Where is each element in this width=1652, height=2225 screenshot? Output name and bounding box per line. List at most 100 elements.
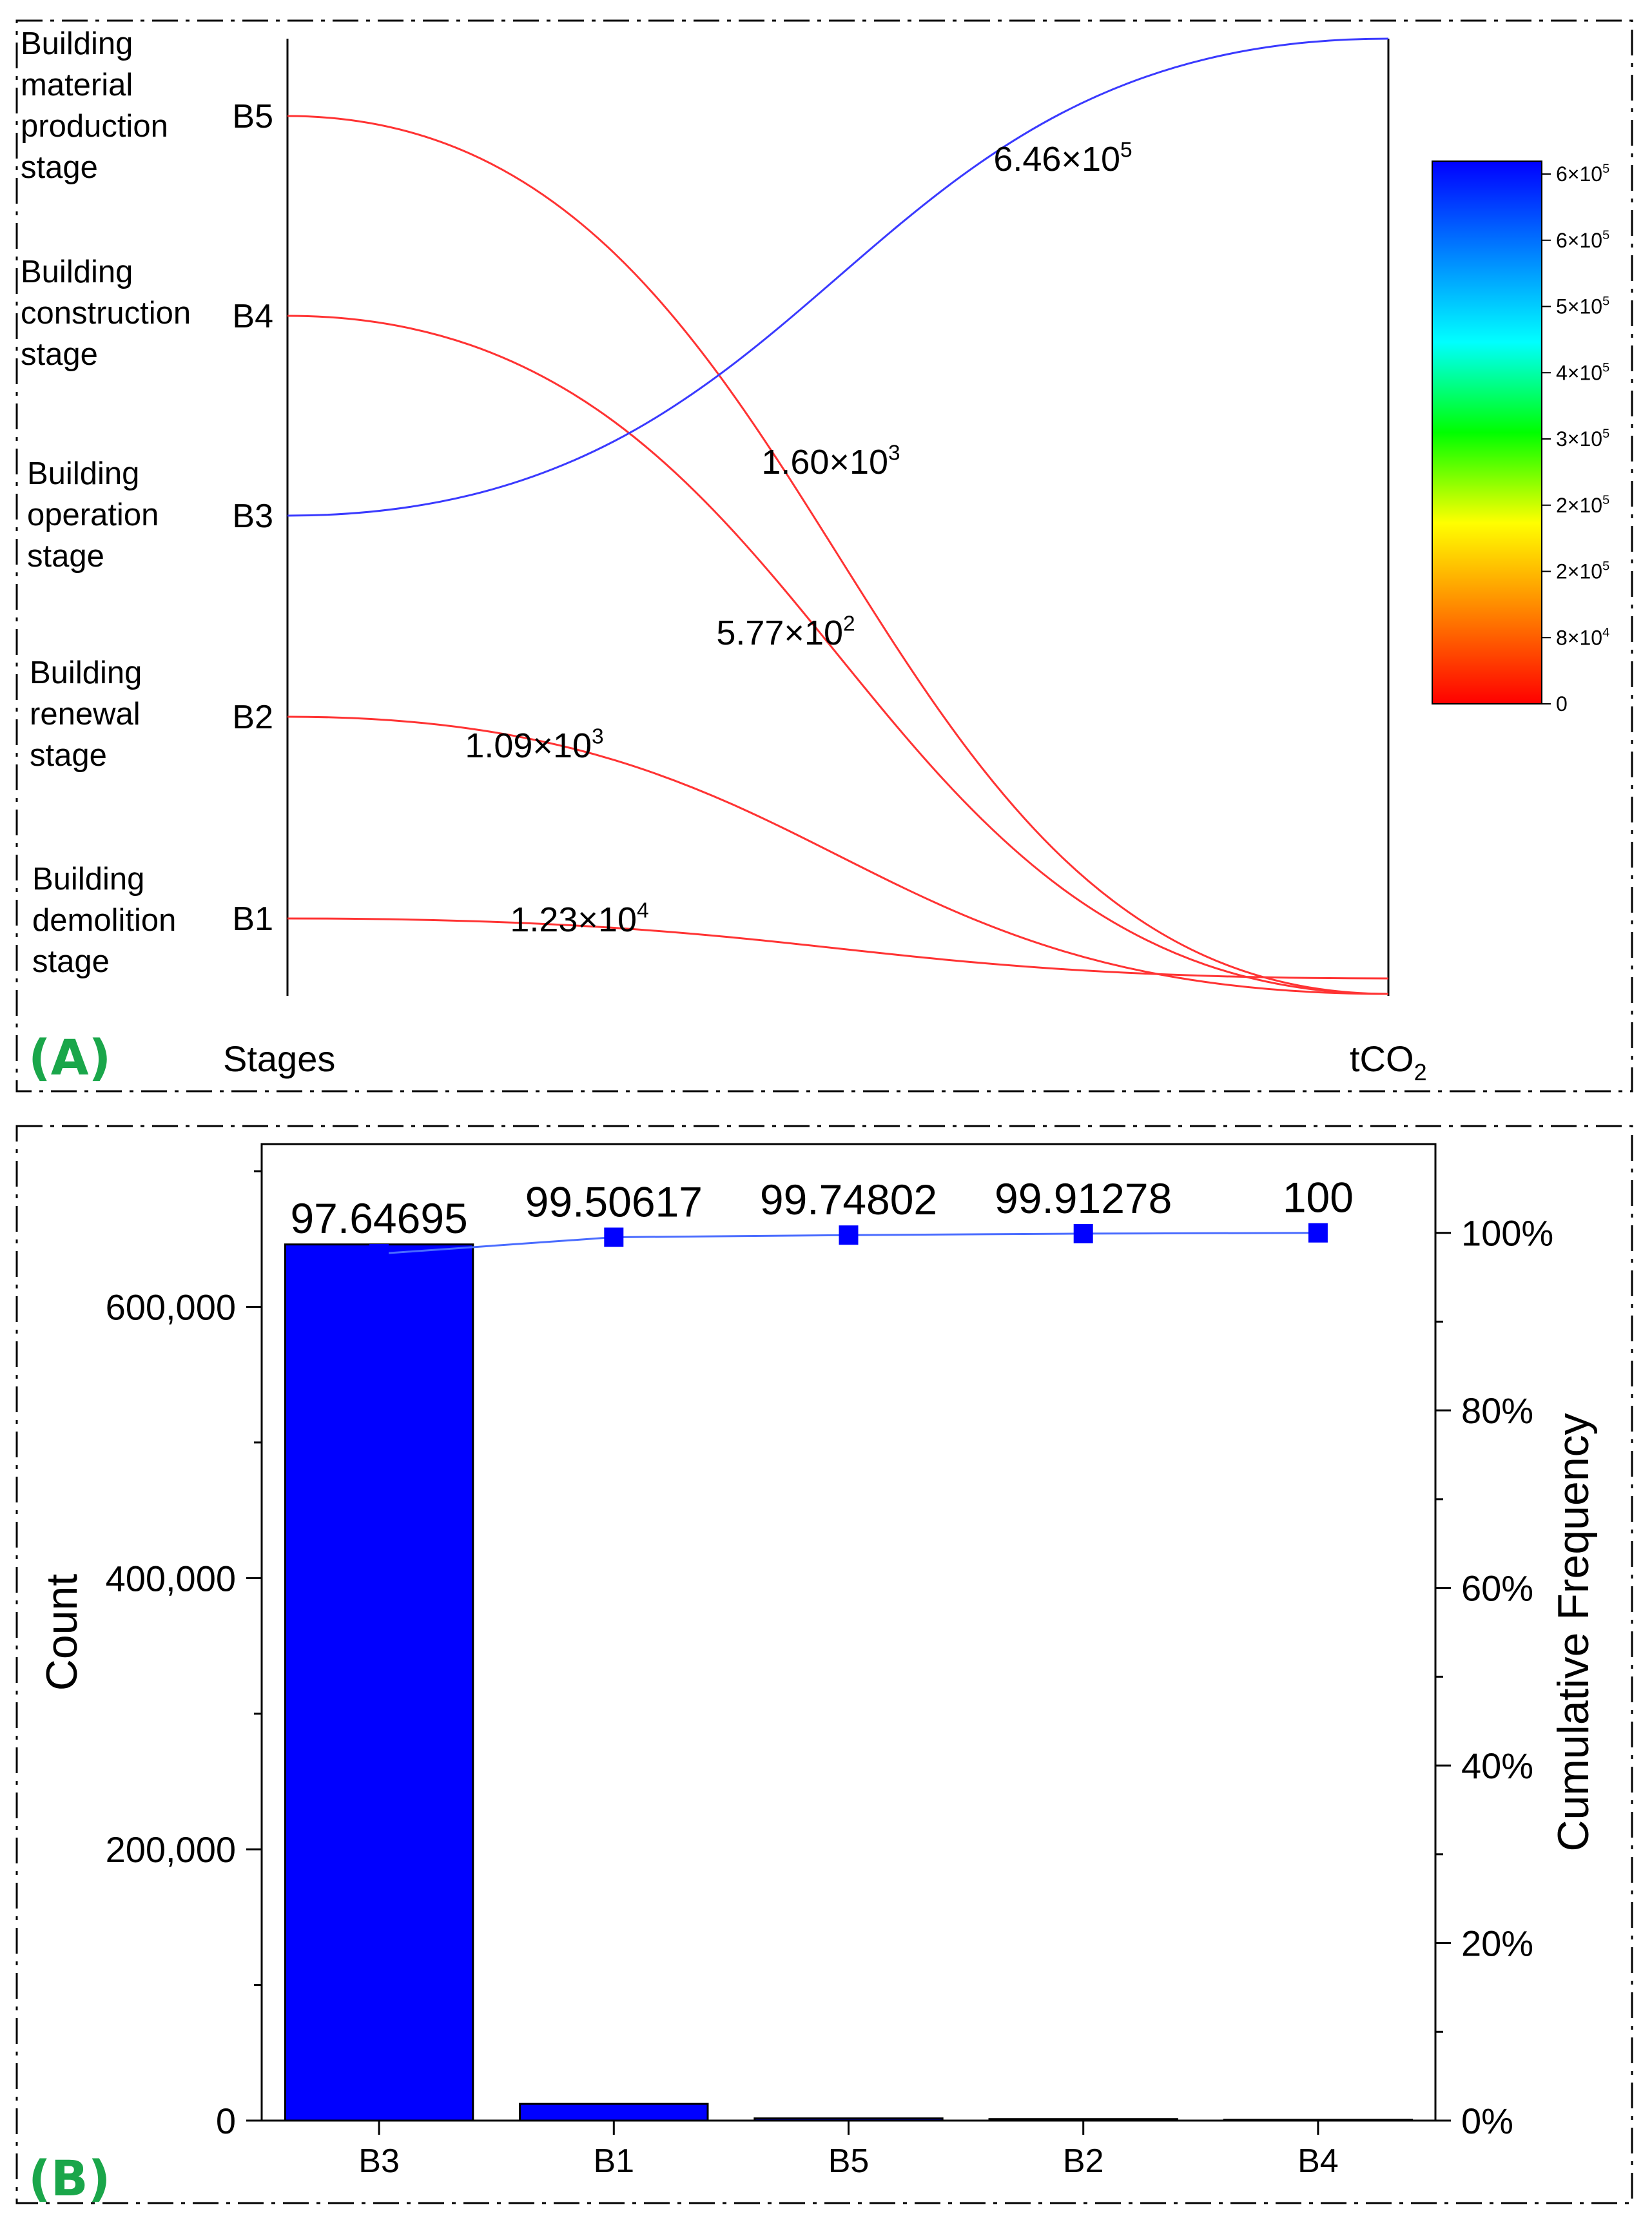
stages-axis-title: Stages: [223, 1038, 336, 1079]
colorbar-tick-label-exponent: 5: [1602, 493, 1609, 507]
pareto-chart: 0 200,000 400,000 600,000 0% 20% 40% 60% 80% 100%…: [37, 1143, 1598, 2180]
flow-label-b2: 1.09×103: [465, 724, 603, 765]
x-tick-label: B1: [593, 2142, 634, 2180]
y-tick-label: 400,000: [106, 1558, 236, 1598]
x-tick-label: B4: [1297, 2142, 1339, 2180]
stage-name-line: Building: [21, 255, 133, 289]
cumulative-marker: [604, 1227, 624, 1247]
panel-a: Building material production stage Build…: [15, 19, 1633, 1093]
stage-name-b2: Building renewal stage: [30, 652, 142, 776]
tco2-axis-title-text: tCO: [1350, 1038, 1414, 1079]
x-tick-label: B5: [828, 2142, 870, 2180]
stage-name-line: demolition: [32, 903, 177, 938]
y2-axis-title: Cumulative Frequency: [1549, 1413, 1598, 1851]
y2-tick-label: 20%: [1461, 1923, 1533, 1964]
bar-b2: [988, 2118, 1178, 2122]
colorbar-tick-label: 6×105: [1556, 162, 1609, 186]
stage-name-line: Building: [21, 26, 133, 61]
flow-label-b2-exponent: 3: [592, 724, 604, 748]
tco2-axis-title: tCO2: [1350, 1038, 1427, 1086]
colorbar-tick-label-mantissa: 6×10: [1556, 229, 1602, 252]
colorbar-tick-label-exponent: 4: [1602, 625, 1609, 639]
cumulative-label: 99.74802: [760, 1176, 937, 1223]
stage-name-line: stage: [30, 738, 107, 773]
stage-name-line: renewal: [30, 697, 141, 732]
flow-label-b5-exponent: 3: [888, 441, 900, 465]
colorbar-tick-label: 2×105: [1556, 493, 1609, 517]
colorbar-tick-label-exponent: 5: [1602, 427, 1609, 441]
panel-a-frame: [15, 19, 1633, 1093]
panel-b-label: (B): [28, 2150, 111, 2207]
cumulative-marker: [369, 1244, 389, 1264]
flow-label-b1-exponent: 4: [637, 899, 649, 922]
bar-b5: [753, 2117, 944, 2122]
flow-label-b4-exponent: 2: [843, 612, 855, 636]
y2-tick-label: 80%: [1461, 1390, 1533, 1431]
flow-label-b2-mantissa: 1.09×10: [465, 726, 592, 765]
cumulative-label: 100: [1283, 1174, 1354, 1221]
stage-name-line: Building: [30, 656, 142, 690]
stage-code-b2: B2: [232, 699, 273, 736]
colorbar-tick-label: 4×105: [1556, 360, 1609, 384]
tco2-axis-subscript: 2: [1414, 1059, 1427, 1085]
x-tick-label: B2: [1063, 2142, 1104, 2180]
stage-name-line: operation: [27, 498, 159, 532]
cumulative-label: 99.91278: [995, 1174, 1172, 1222]
flow-label-b3: 6.46×105: [993, 138, 1132, 179]
cumulative-label: 99.50617: [525, 1178, 703, 1226]
cumulative-marker: [1308, 1223, 1328, 1243]
colorbar-tick-label: 5×105: [1556, 295, 1609, 318]
y2-tick-label: 60%: [1461, 1568, 1533, 1609]
flow-label-b3-mantissa: 6.46×10: [993, 140, 1120, 179]
flow-line-b5: [287, 115, 1389, 995]
flow-label-b1-mantissa: 1.23×10: [510, 900, 637, 939]
y2-tick-label: 40%: [1461, 1745, 1533, 1786]
cumulative-label: 97.64695: [290, 1194, 467, 1242]
colorbar-tick-label-exponent: 5: [1602, 228, 1609, 242]
y-axis-title: Count: [37, 1574, 86, 1691]
panel-b: 0 200,000 400,000 600,000 0% 20% 40% 60% 80% 100%…: [15, 1125, 1633, 2207]
flow-label-b4-mantissa: 5.77×10: [716, 614, 843, 652]
stage-name-line: Building: [27, 456, 140, 491]
stage-name-line: stage: [21, 150, 98, 185]
y-tick-label: 200,000: [106, 1829, 236, 1870]
stage-name-line: material: [21, 68, 133, 102]
flow-chart: B5B4B3B2B11.60×1035.77×1026.46×1051.09×1…: [232, 37, 1609, 996]
bar-b3: [284, 1243, 474, 2122]
stage-code-b5: B5: [232, 98, 273, 135]
stage-name-line: stage: [21, 337, 98, 372]
colorbar-tick-label: 6×105: [1556, 228, 1609, 252]
colorbar-tick-label-mantissa: 3×10: [1556, 427, 1602, 451]
colorbar-tick-label-mantissa: 5×10: [1556, 295, 1602, 318]
stage-code-b3: B3: [232, 498, 273, 535]
y-tick-label: 600,000: [106, 1287, 236, 1328]
flow-line-b3: [287, 37, 1389, 517]
colorbar-tick-label-mantissa: 6×10: [1556, 162, 1602, 186]
colorbar-tick-label-mantissa: 8×10: [1556, 626, 1602, 649]
colorbar: [1432, 160, 1542, 704]
stage-name-b5: Building material production stage: [21, 23, 168, 188]
y2-tick-label: 100%: [1461, 1213, 1553, 1254]
stage-name-b1: Building demolition stage: [32, 859, 176, 982]
flow-line-b2: [287, 715, 1389, 995]
stage-code-b1: B1: [232, 900, 273, 938]
colorbar-tick-label: 8×104: [1556, 625, 1609, 649]
stage-name-b4: Building construction stage: [21, 251, 191, 375]
bar-b4: [1223, 2119, 1414, 2122]
cumulative-marker: [1073, 1223, 1093, 1243]
stage-name-line: stage: [27, 539, 104, 574]
stage-name-line: construction: [21, 296, 191, 331]
flow-label-b1: 1.23×104: [510, 899, 648, 939]
colorbar-tick-label: 2×105: [1556, 559, 1609, 583]
flow-line-b4: [287, 315, 1389, 995]
stage-name-line: stage: [32, 944, 110, 979]
flow-label-b4: 5.77×102: [716, 612, 855, 652]
colorbar-tick-label-exponent: 5: [1602, 360, 1609, 374]
flow-line-b1: [287, 917, 1389, 980]
stage-name-b3: Building operation stage: [27, 453, 159, 577]
stage-code-b4: B4: [232, 298, 273, 335]
colorbar-tick-label: 3×105: [1556, 427, 1609, 451]
colorbar-tick-label-mantissa: 2×10: [1556, 494, 1602, 517]
stage-name-line: Building: [32, 862, 145, 897]
y-tick-label: 0: [216, 2101, 236, 2141]
